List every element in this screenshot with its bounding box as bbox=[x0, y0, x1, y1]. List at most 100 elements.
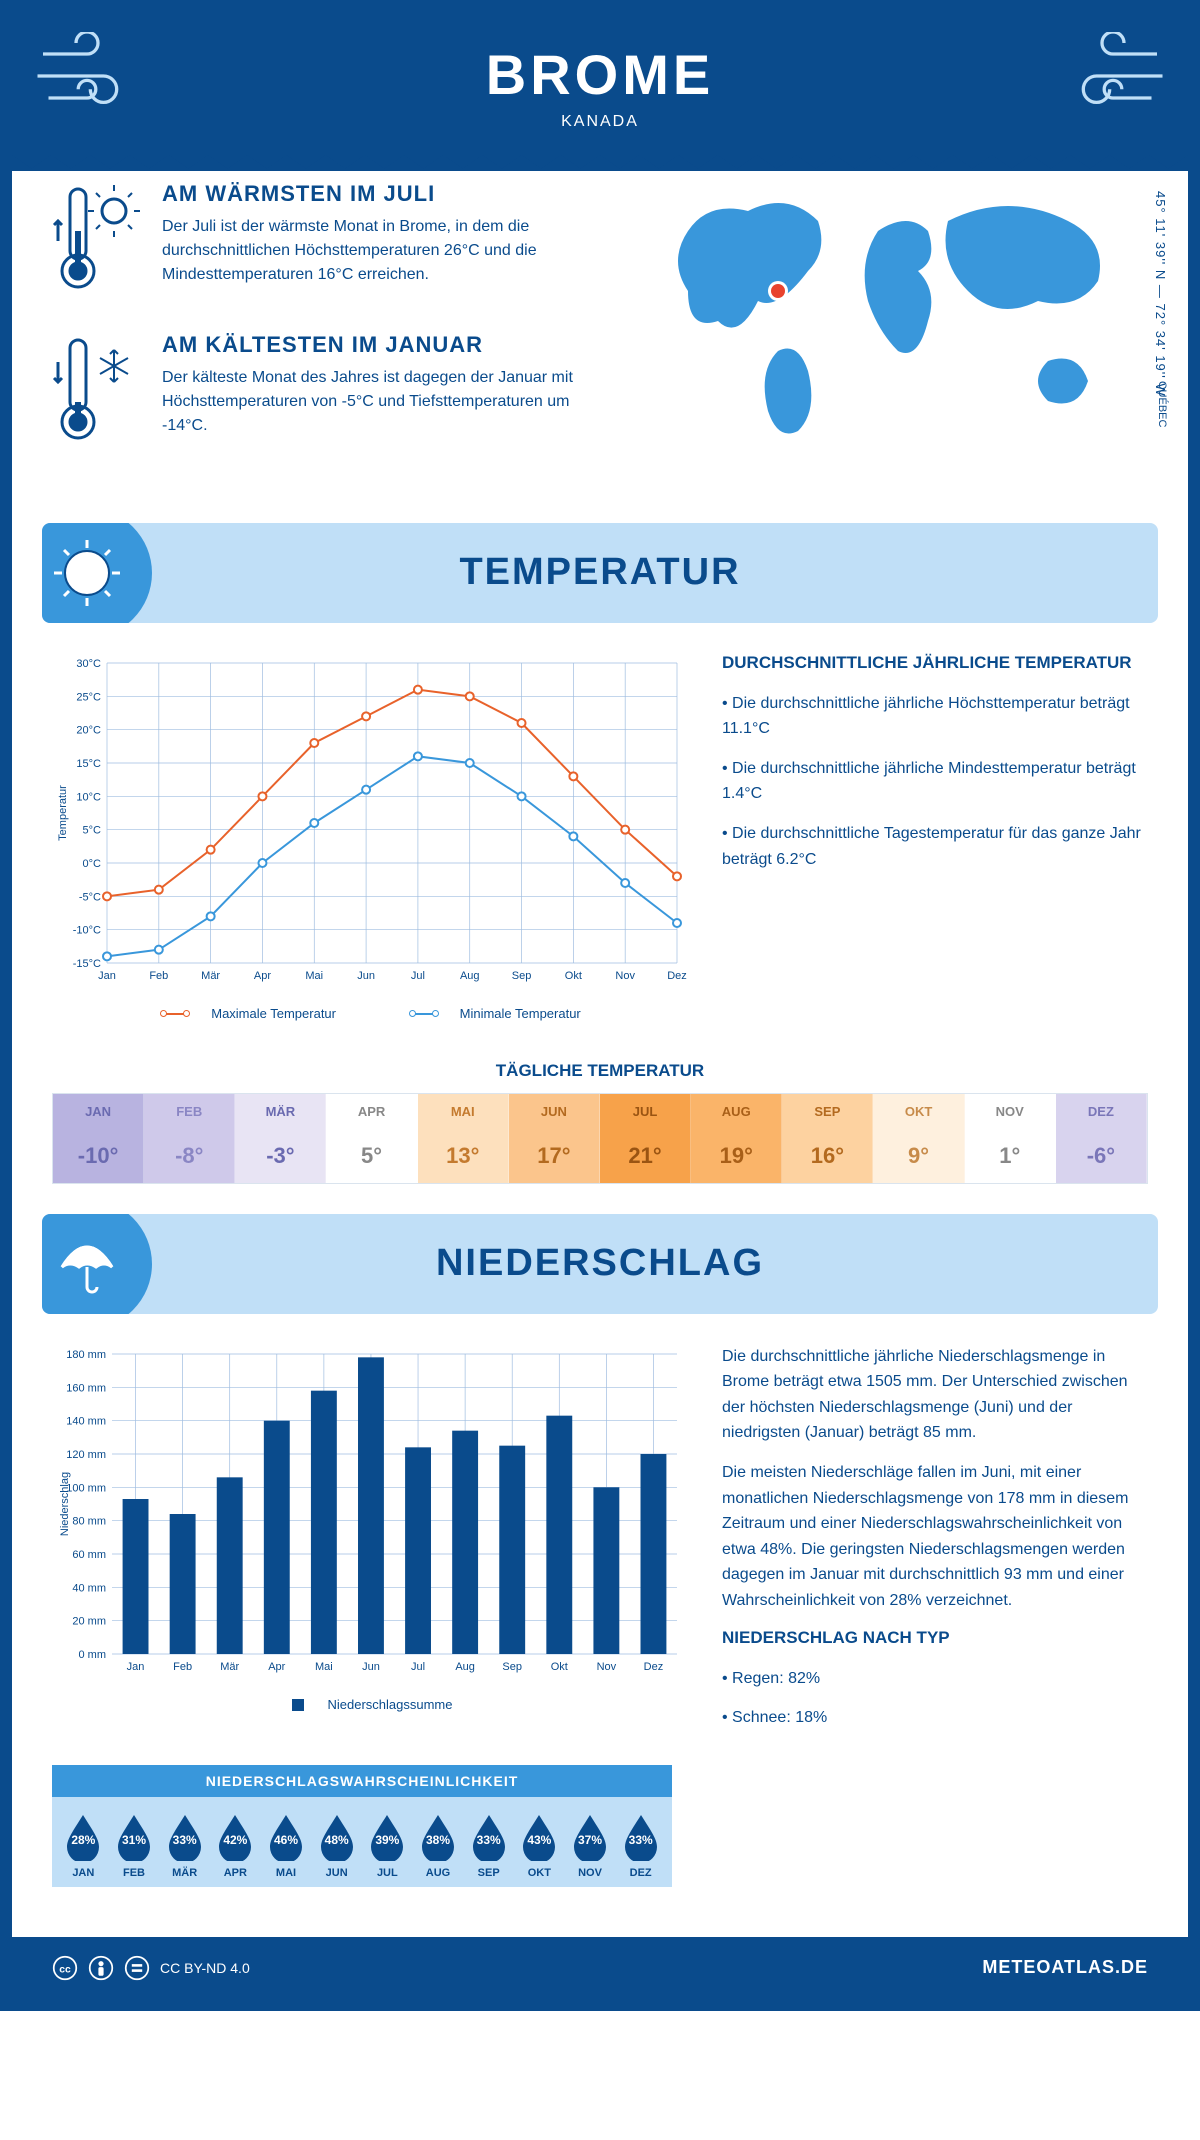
by-icon bbox=[88, 1955, 114, 1981]
map-block: 45° 11' 39'' N — 72° 34' 19'' W QUÉBEC bbox=[648, 181, 1148, 483]
svg-text:Jun: Jun bbox=[357, 970, 375, 982]
svg-text:Mai: Mai bbox=[305, 970, 323, 982]
daily-value: 16° bbox=[782, 1129, 873, 1183]
raindrop-icon: 28% bbox=[63, 1811, 103, 1861]
raindrop-icon: 48% bbox=[317, 1811, 357, 1861]
precip-legend: Niederschlagssumme bbox=[52, 1697, 692, 1712]
svg-text:cc: cc bbox=[59, 1964, 71, 1975]
footer: cc CC BY-ND 4.0 METEOATLAS.DE bbox=[12, 1937, 1188, 1999]
temp-bullet-1: • Die durchschnittliche jährliche Höchst… bbox=[722, 691, 1148, 742]
svg-text:0°C: 0°C bbox=[83, 858, 102, 870]
daily-value: -10° bbox=[53, 1129, 144, 1183]
world-map-icon bbox=[648, 181, 1148, 461]
svg-text:20°C: 20°C bbox=[76, 724, 101, 736]
svg-text:Sep: Sep bbox=[502, 1661, 522, 1673]
warmest-title: AM WÄRMSTEN IM JULI bbox=[162, 181, 618, 207]
precip-rain: • Regen: 82% bbox=[722, 1666, 1148, 1692]
daily-value: 21° bbox=[600, 1129, 691, 1183]
coordinates-label: 45° 11' 39'' N — 72° 34' 19'' W bbox=[1153, 191, 1168, 397]
daily-value: 17° bbox=[509, 1129, 600, 1183]
svg-text:Okt: Okt bbox=[551, 1661, 568, 1673]
svg-text:120 mm: 120 mm bbox=[66, 1449, 106, 1461]
raindrop-icon: 37% bbox=[570, 1811, 610, 1861]
infographic-frame: BROME KANADA AM WÄRMSTEN IM JULI Der Jul… bbox=[0, 0, 1200, 2011]
svg-text:Dez: Dez bbox=[667, 970, 687, 982]
country-label: KANADA bbox=[32, 113, 1168, 131]
svg-text:80 mm: 80 mm bbox=[72, 1515, 106, 1527]
legend-min-label: Minimale Temperatur bbox=[460, 1006, 581, 1021]
svg-text:140 mm: 140 mm bbox=[66, 1415, 106, 1427]
daily-month: JUN bbox=[509, 1094, 600, 1129]
daily-temp-table: JANFEBMÄRAPRMAIJUNJULAUGSEPOKTNOVDEZ-10°… bbox=[52, 1093, 1148, 1184]
svg-text:Jun: Jun bbox=[362, 1661, 380, 1673]
svg-text:25°C: 25°C bbox=[76, 691, 101, 703]
precip-section-bar: NIEDERSCHLAG bbox=[42, 1214, 1158, 1314]
svg-text:-5°C: -5°C bbox=[79, 891, 101, 903]
daily-month: MÄR bbox=[235, 1094, 326, 1129]
svg-text:Apr: Apr bbox=[254, 970, 271, 982]
wind-icon-right bbox=[1058, 32, 1168, 120]
temp-bullet-2: • Die durchschnittliche jährliche Mindes… bbox=[722, 756, 1148, 807]
precip-para-1: Die durchschnittliche jährliche Niedersc… bbox=[722, 1344, 1148, 1446]
prob-cell: 43%OKT bbox=[514, 1811, 565, 1879]
svg-text:Jul: Jul bbox=[411, 1661, 425, 1673]
wind-icon-left bbox=[32, 32, 142, 120]
temp-section-title: TEMPERATUR bbox=[42, 551, 1158, 594]
location-title: BROME bbox=[32, 42, 1168, 107]
daily-month: NOV bbox=[965, 1094, 1056, 1129]
nd-icon bbox=[124, 1955, 150, 1981]
svg-text:160 mm: 160 mm bbox=[66, 1382, 106, 1394]
temp-legend: Maximale Temperatur Minimale Temperatur bbox=[52, 1006, 692, 1021]
svg-text:Temperatur: Temperatur bbox=[57, 784, 69, 840]
precip-section-title: NIEDERSCHLAG bbox=[42, 1242, 1158, 1285]
precip-bar-chart: 0 mm20 mm40 mm60 mm80 mm100 mm120 mm140 … bbox=[52, 1344, 692, 1745]
coldest-text: Der kälteste Monat des Jahres ist dagege… bbox=[162, 366, 618, 438]
svg-text:15°C: 15°C bbox=[76, 758, 101, 770]
daily-month: JUL bbox=[600, 1094, 691, 1129]
precip-side-text: Die durchschnittliche jährliche Niedersc… bbox=[722, 1344, 1148, 1745]
svg-text:Dez: Dez bbox=[644, 1661, 664, 1673]
daily-value: 19° bbox=[691, 1129, 782, 1183]
warmest-text: Der Juli ist der wärmste Monat in Brome,… bbox=[162, 215, 618, 287]
region-label: QUÉBEC bbox=[1156, 381, 1168, 427]
svg-text:Jul: Jul bbox=[411, 970, 425, 982]
svg-text:0 mm: 0 mm bbox=[79, 1649, 107, 1661]
daily-month: OKT bbox=[873, 1094, 964, 1129]
svg-text:Aug: Aug bbox=[460, 970, 480, 982]
daily-value: 5° bbox=[326, 1129, 417, 1183]
svg-text:Nov: Nov bbox=[615, 970, 635, 982]
daily-value: 13° bbox=[418, 1129, 509, 1183]
daily-month: MAI bbox=[418, 1094, 509, 1129]
intro-section: AM WÄRMSTEN IM JULI Der Juli ist der wär… bbox=[12, 171, 1188, 513]
license-text: CC BY-ND 4.0 bbox=[160, 1960, 250, 1976]
daily-value: -3° bbox=[235, 1129, 326, 1183]
svg-text:-15°C: -15°C bbox=[73, 958, 101, 970]
svg-text:180 mm: 180 mm bbox=[66, 1349, 106, 1361]
prob-cell: 37%NOV bbox=[565, 1811, 616, 1879]
svg-text:100 mm: 100 mm bbox=[66, 1482, 106, 1494]
header: BROME KANADA bbox=[12, 12, 1188, 171]
license-block: cc CC BY-ND 4.0 bbox=[52, 1955, 250, 1981]
precip-snow: • Schnee: 18% bbox=[722, 1705, 1148, 1731]
precip-type-title: NIEDERSCHLAG NACH TYP bbox=[722, 1628, 1148, 1648]
thermometer-sun-icon bbox=[52, 181, 142, 306]
precip-probability-panel: NIEDERSCHLAGSWAHRSCHEINLICHKEIT 28%JAN31… bbox=[52, 1765, 672, 1887]
daily-month: AUG bbox=[691, 1094, 782, 1129]
legend-max-label: Maximale Temperatur bbox=[211, 1006, 336, 1021]
prob-cell: 33%DEZ bbox=[615, 1811, 666, 1879]
prob-cell: 33%SEP bbox=[463, 1811, 514, 1879]
svg-text:40 mm: 40 mm bbox=[72, 1582, 106, 1594]
daily-month: FEB bbox=[144, 1094, 235, 1129]
sun-icon bbox=[42, 523, 152, 623]
svg-text:-10°C: -10°C bbox=[73, 924, 101, 936]
svg-text:Nov: Nov bbox=[597, 1661, 617, 1673]
daily-month: SEP bbox=[782, 1094, 873, 1129]
daily-month: APR bbox=[326, 1094, 417, 1129]
prob-title: NIEDERSCHLAGSWAHRSCHEINLICHKEIT bbox=[52, 1765, 672, 1797]
raindrop-icon: 39% bbox=[367, 1811, 407, 1861]
prob-cell: 38%AUG bbox=[413, 1811, 464, 1879]
warmest-block: AM WÄRMSTEN IM JULI Der Juli ist der wär… bbox=[52, 181, 618, 306]
raindrop-icon: 43% bbox=[519, 1811, 559, 1861]
temp-section-bar: TEMPERATUR bbox=[42, 523, 1158, 623]
thermometer-snow-icon bbox=[52, 332, 142, 457]
